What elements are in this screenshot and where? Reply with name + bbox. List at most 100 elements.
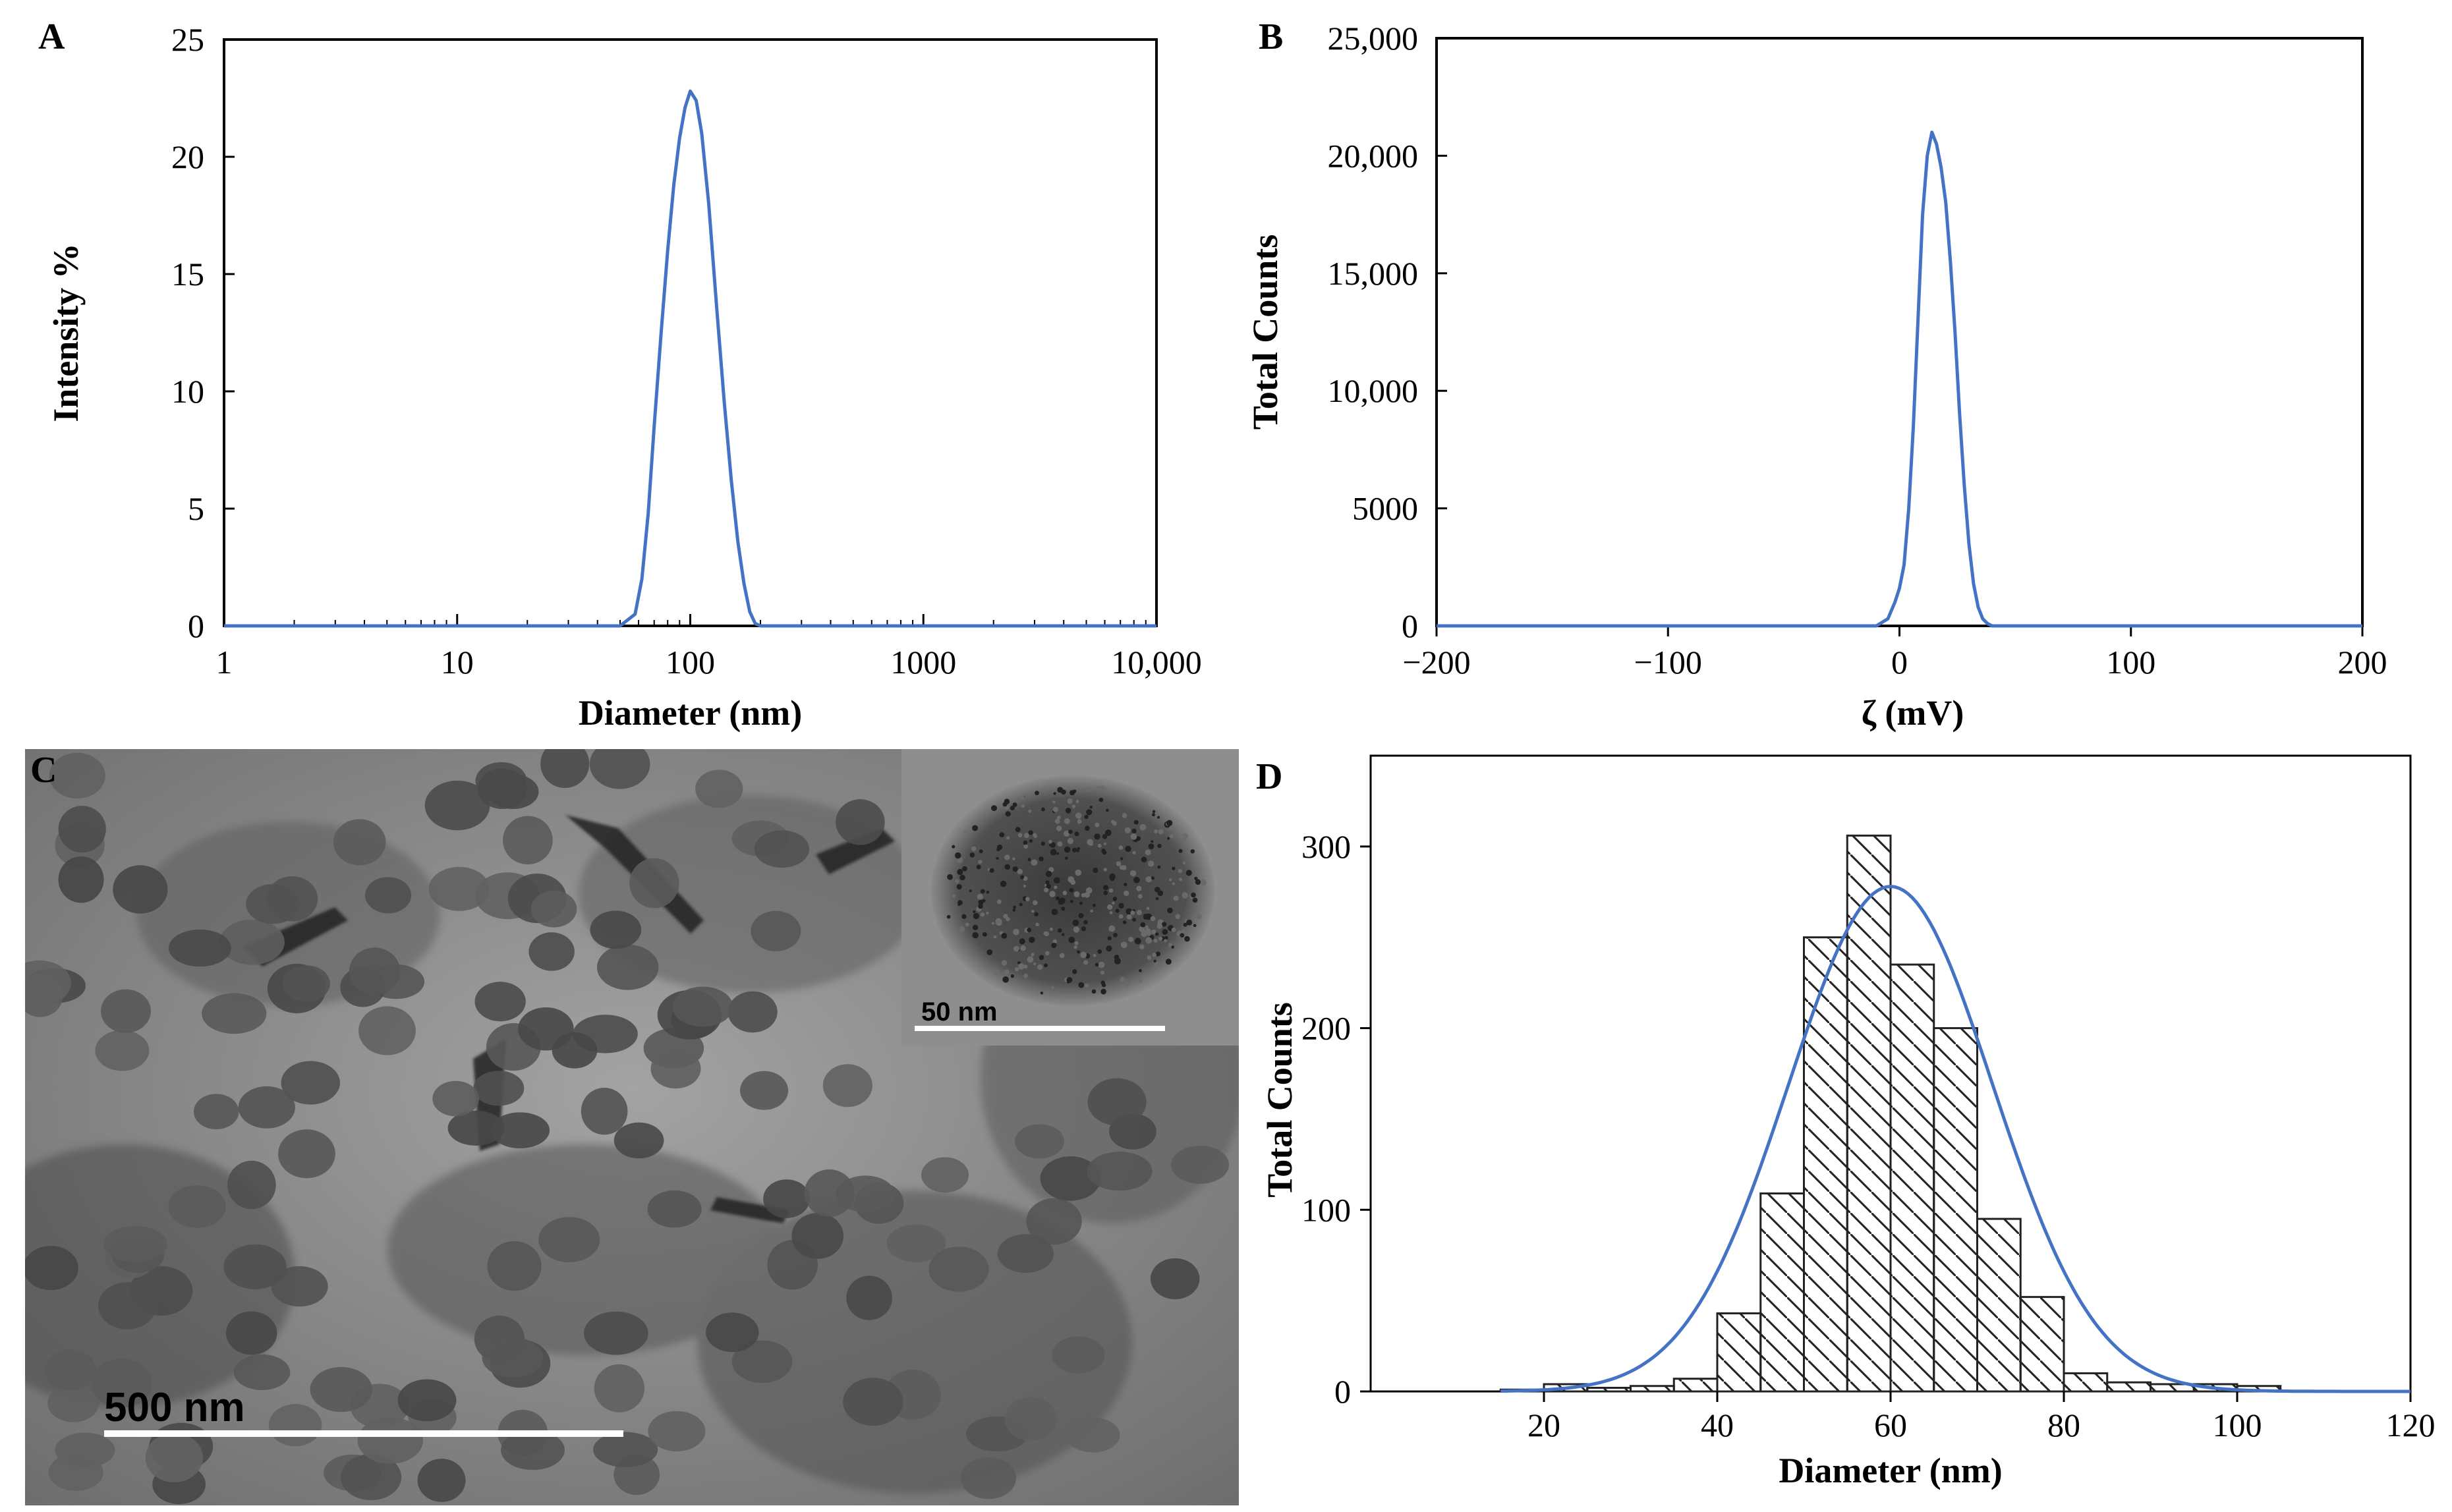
nanoparticle — [95, 1030, 150, 1071]
inset-texture-dot — [1095, 963, 1099, 967]
inset-texture-dot — [973, 912, 980, 920]
nanoparticle — [48, 1453, 103, 1492]
inset-texture-dot — [1143, 913, 1149, 920]
panel-d-histogram: D 0 100 200 300 20 40 60 80 100 120 Diameter (nm) T… — [1256, 754, 2436, 1490]
inset-texture-dot — [1118, 914, 1124, 919]
inset-texture-dot — [1033, 835, 1037, 839]
inset-texture-dot — [1001, 932, 1008, 939]
inset-texture-dot — [1048, 839, 1052, 844]
inset-texture-dot — [1039, 955, 1044, 961]
inset-texture-dot — [1145, 876, 1153, 883]
inset-texture-dot — [1017, 833, 1023, 838]
inset-texture-dot — [1020, 795, 1025, 800]
histogram-bar — [2063, 1372, 2109, 1393]
nanoparticle — [1171, 1145, 1230, 1184]
nanoparticle — [482, 1337, 544, 1378]
inset-texture-dot — [1062, 933, 1065, 936]
inset-texture-dot — [1033, 962, 1037, 966]
nanoparticle — [473, 1071, 525, 1106]
inset-texture-dot — [1067, 798, 1073, 804]
inset-texture-dot — [1153, 939, 1158, 943]
nanoparticle — [233, 1354, 291, 1391]
inset-texture-dot — [1120, 857, 1124, 860]
nanoparticle — [113, 865, 168, 914]
inset-texture-dot — [1155, 951, 1161, 957]
inset-texture-dot — [1096, 990, 1099, 994]
y-tick-label: 10,000 — [1328, 372, 1419, 409]
inset-texture-dot — [1164, 939, 1168, 943]
inset-texture-dot — [1077, 816, 1081, 820]
inset-texture-dot — [1124, 827, 1131, 833]
inset-texture-dot — [1101, 849, 1106, 853]
nanoparticle — [58, 806, 106, 853]
inset-texture-dot — [1100, 988, 1106, 995]
inset-texture-dot — [946, 914, 951, 919]
inset-texture-dot — [1153, 829, 1158, 834]
inset-texture-dot — [1062, 891, 1068, 895]
inset-texture-dot — [1151, 876, 1155, 880]
inset-texture-dot — [1157, 890, 1164, 897]
x-tick-label: 10,000 — [1111, 644, 1202, 681]
plot-frame — [1435, 37, 2364, 627]
inset-texture-dot — [1151, 840, 1154, 843]
inset-texture-dot — [1054, 818, 1060, 824]
inset-texture-dot — [1045, 951, 1050, 956]
inset-texture-dot — [1075, 869, 1082, 876]
inset-texture-dot — [1083, 920, 1088, 925]
tem-micrograph: 50 nm 500 nm C — [25, 749, 1239, 1505]
histogram-bar — [1933, 1027, 1978, 1393]
nanoparticle — [477, 768, 527, 809]
inset-texture-dot — [996, 856, 999, 860]
inset-texture-dot — [1109, 873, 1116, 880]
inset-texture-dot — [1079, 901, 1083, 905]
histogram-bar — [1889, 963, 1935, 1393]
nanoparticle — [589, 749, 650, 789]
inset-texture-dot — [1104, 842, 1107, 845]
plot-frame — [223, 38, 1158, 627]
inset-texture-dot — [1145, 925, 1149, 930]
inset-texture-dot — [1178, 849, 1183, 853]
inset-texture-dot — [1155, 897, 1159, 901]
inset-texture-dot — [1093, 903, 1096, 907]
inset-texture-dot — [1183, 922, 1187, 927]
inset-texture-dot — [1085, 787, 1091, 793]
inset-texture-dot — [1147, 955, 1152, 961]
inset-texture-dot — [1056, 852, 1060, 855]
inset-texture-dot — [1151, 929, 1156, 935]
inset-texture-dot — [1056, 816, 1061, 820]
y-tick-label: 300 — [1301, 828, 1351, 865]
inset-texture-dot — [1091, 989, 1097, 994]
inset-texture-dot — [1056, 896, 1060, 901]
inset-texture-dot — [1093, 953, 1097, 957]
inset-texture-dot — [1089, 806, 1093, 809]
inset-texture-dot — [1157, 843, 1162, 849]
inset-texture-dot — [1098, 961, 1105, 968]
inset-texture-dot — [1148, 843, 1155, 850]
inset-texture-dot — [1053, 877, 1060, 884]
nanoparticle — [650, 1049, 701, 1089]
inset-texture-dot — [1072, 969, 1077, 974]
nanoparticle — [593, 1432, 658, 1468]
inset-texture-dot — [961, 914, 967, 919]
main-scale-label: 500 nm — [104, 1385, 245, 1430]
inset-texture-dot — [1064, 818, 1070, 824]
nanoparticle — [695, 770, 743, 808]
inset-texture-dot — [1035, 922, 1039, 927]
nanoparticle — [1015, 1124, 1064, 1159]
nanoparticle — [1026, 1198, 1082, 1245]
inset-texture-dot — [1132, 918, 1137, 922]
inset-texture-dot — [1080, 951, 1087, 959]
nanoparticle — [349, 947, 401, 995]
y-axis-label: Total Counts — [1260, 1002, 1299, 1198]
inset-texture-dot — [1133, 820, 1139, 825]
inset-texture-dot — [1074, 831, 1079, 837]
inset-texture-dot — [1102, 885, 1108, 891]
inset-texture-dot — [1051, 943, 1057, 949]
inset-texture-dot — [957, 868, 963, 876]
inset-texture-dot — [1013, 905, 1017, 909]
panel-b-label: B — [1259, 16, 1283, 57]
inset-texture-dot — [1146, 907, 1150, 910]
inset-texture-dot — [1158, 936, 1163, 941]
y-tick-label: 20 — [171, 138, 204, 175]
inset-texture-dot — [1027, 858, 1031, 862]
